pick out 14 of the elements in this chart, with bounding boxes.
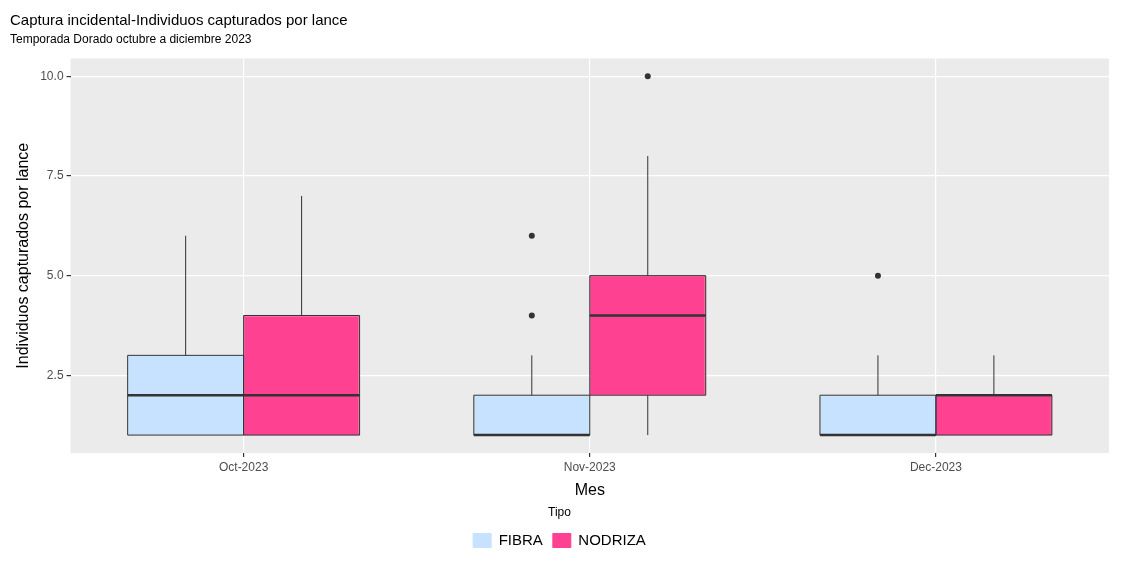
legend-label: NODRIZA [578, 530, 646, 548]
y-tick-label: 7.5 [46, 168, 64, 183]
chart-title: Captura incidental-Individuos capturados por lance [10, 11, 348, 29]
legend-label: FIBRA [498, 530, 543, 548]
y-tick-label: 10.0 [40, 68, 64, 83]
y-axis-title: Individuos capturados por lance [14, 142, 32, 369]
y-tick-label: 5.0 [46, 267, 64, 282]
x-axis-title: Mes [574, 481, 605, 499]
legend-title: Tipo [548, 504, 572, 519]
chart-subtitle: Temporada Dorado octubre a diciembre 2023 [10, 31, 252, 46]
x-tick-label: Dec-2023 [909, 459, 963, 474]
x-tick-label: Nov-2023 [563, 459, 617, 474]
x-tick-label: Oct-2023 [218, 459, 269, 474]
y-tick-label: 2.5 [46, 367, 64, 382]
